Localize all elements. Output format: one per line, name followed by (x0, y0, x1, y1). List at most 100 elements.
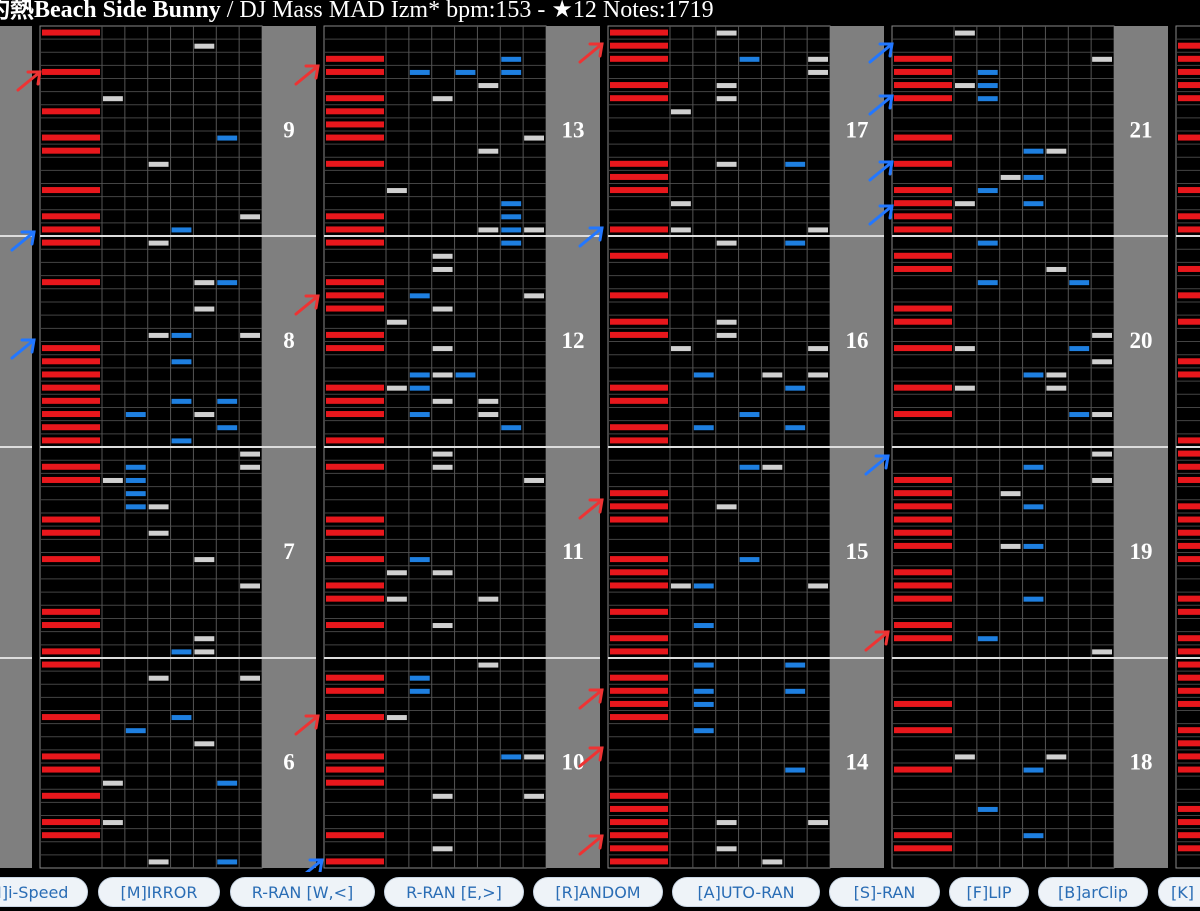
key-note (693, 583, 714, 589)
key-note (501, 201, 522, 207)
key-note (1069, 280, 1090, 286)
scratch-note (42, 437, 100, 444)
key-note (501, 425, 522, 431)
scratch-note (42, 766, 100, 773)
key-note (1023, 767, 1044, 773)
key-note (1000, 174, 1021, 180)
scratch-note (610, 569, 668, 576)
scratch-note (1178, 805, 1200, 812)
toolbar-button[interactable]: [R]ANDOM (533, 877, 663, 907)
scratch-note (42, 753, 100, 760)
scratch-note (894, 490, 952, 497)
key-note (171, 398, 192, 404)
key-note (409, 675, 430, 681)
key-note (716, 83, 737, 89)
key-note (1092, 332, 1112, 338)
scratch-note (1178, 463, 1200, 470)
scratch-note (894, 318, 952, 325)
toolbar-button[interactable]: R-RAN [E,>] (384, 877, 524, 907)
measure-number: 6 (283, 749, 295, 774)
key-note (148, 504, 169, 510)
toolbar-button[interactable]: [B]arClip (1038, 877, 1148, 907)
annotation-arrow (294, 294, 320, 316)
scratch-note (42, 424, 100, 431)
key-note (171, 359, 192, 365)
key-note (478, 227, 499, 233)
scratch-note (1178, 437, 1200, 444)
scratch-note (610, 700, 668, 707)
key-note (501, 240, 522, 246)
key-note (194, 306, 215, 312)
key-note (785, 688, 806, 694)
key-note (808, 346, 828, 352)
key-note (739, 412, 760, 418)
song-name: 灼熱Beach Side Bunny (0, 0, 221, 23)
key-note (432, 306, 453, 312)
scratch-note (42, 345, 100, 352)
toolbar-button[interactable]: [K] (1158, 877, 1200, 907)
key-note (148, 675, 169, 681)
scratch-note (42, 476, 100, 483)
key-note (240, 451, 260, 457)
measure-number: 9 (283, 117, 295, 142)
scratch-note (610, 582, 668, 589)
key-note (478, 398, 499, 404)
measure-number: 11 (562, 539, 584, 564)
scratch-note (894, 187, 952, 194)
key-note (524, 135, 544, 141)
key-note (387, 570, 407, 576)
scratch-note (326, 108, 384, 115)
key-note (693, 623, 714, 629)
key-note (671, 346, 691, 352)
key-note (432, 266, 453, 272)
key-note (171, 715, 192, 721)
scratch-note (1178, 82, 1200, 89)
scratch-note (610, 331, 668, 338)
scratch-note (894, 265, 952, 272)
key-note (240, 464, 260, 470)
key-note (1000, 543, 1021, 549)
scratch-note (610, 674, 668, 681)
key-note (1046, 148, 1067, 154)
key-note (1023, 504, 1044, 510)
key-note (955, 754, 975, 760)
scratch-note (42, 239, 100, 246)
key-note (432, 372, 453, 378)
scratch-note (610, 845, 668, 852)
toolbar-button[interactable]: R-RAN [W,<] (230, 877, 375, 907)
scratch-note (610, 556, 668, 563)
scratch-note (894, 503, 952, 510)
toolbar-button[interactable]: [S]-RAN (829, 877, 940, 907)
measure-number: 16 (846, 328, 869, 353)
key-note (148, 161, 169, 167)
key-note (409, 688, 430, 694)
key-note (1023, 596, 1044, 602)
scratch-note (1178, 740, 1200, 747)
scratch-note (326, 345, 384, 352)
toolbar-button[interactable]: [M]IRROR (98, 877, 220, 907)
toolbar-button[interactable]: [A]UTO-RAN (672, 877, 820, 907)
scratch-note (610, 397, 668, 404)
scratch-note (326, 226, 384, 233)
key-note (762, 464, 783, 470)
key-note (977, 69, 998, 75)
scratch-note (610, 516, 668, 523)
key-note (171, 438, 192, 444)
scratch-note (326, 160, 384, 167)
key-note (977, 83, 998, 89)
annotation-arrow (294, 64, 320, 86)
key-note (409, 385, 430, 391)
key-note (217, 135, 238, 141)
key-note (977, 636, 998, 642)
scratch-note (326, 529, 384, 536)
scratch-note (610, 503, 668, 510)
toolbar-button[interactable]: [F]LIP (949, 877, 1029, 907)
key-note (524, 293, 544, 299)
key-note (432, 464, 453, 470)
score: 987613121110171615142120191825242322 (0, 25, 1200, 872)
annotation-arrow (10, 230, 36, 252)
scratch-note (42, 108, 100, 115)
scratch-note (894, 635, 952, 642)
toolbar-button[interactable]: [H]i-Speed (0, 877, 88, 907)
scratch-note (1178, 476, 1200, 483)
